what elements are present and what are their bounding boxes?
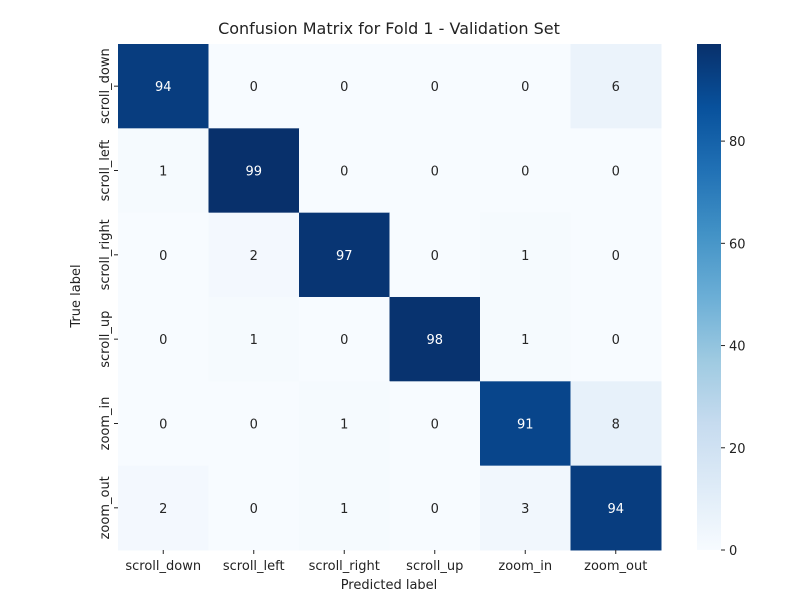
- colorbar-tick-label: 40: [729, 340, 746, 355]
- heatmap-cell: [299, 296, 390, 382]
- heatmap-cell: [118, 128, 209, 214]
- heatmap-cell: [299, 128, 390, 214]
- cell-value-label: 2: [250, 249, 258, 264]
- heatmap-cell: [208, 296, 300, 382]
- colorbar-tick-label: 0: [729, 544, 737, 559]
- cell-value-label: 0: [431, 417, 439, 432]
- cell-value-label: 0: [521, 80, 529, 95]
- heatmap-cell: [389, 44, 481, 129]
- heatmap-cell: [208, 212, 300, 298]
- heatmap-cell: [389, 128, 481, 214]
- chart-title: Confusion Matrix for Fold 1 - Validation…: [218, 19, 560, 38]
- cell-value-label: 1: [340, 417, 348, 432]
- heatmap-cell: [389, 381, 481, 467]
- heatmap-cell: [389, 296, 481, 382]
- heatmap-cell: [208, 128, 300, 214]
- heatmap-cell: [480, 128, 571, 214]
- colorbar-tick-label: 20: [729, 442, 746, 457]
- cell-value-label: 8: [612, 417, 620, 432]
- y-axis-ticks: scroll_down scroll_left scroll_rightscroll…: [98, 48, 118, 539]
- heatmap-cell: [208, 381, 300, 467]
- cell-value-label: 2: [159, 502, 167, 517]
- heatmap-cell: [299, 381, 390, 467]
- heatmap-cell: [389, 212, 481, 298]
- cell-value-label: 0: [340, 80, 348, 95]
- heatmap-cell: [299, 212, 390, 298]
- x-tick-label: scroll_left: [223, 559, 285, 574]
- heatmap-cell: [570, 465, 662, 551]
- x-tick-label: scroll_down: [125, 559, 201, 574]
- cell-value-label: 0: [159, 333, 167, 348]
- cell-value-label: 97: [336, 249, 353, 264]
- heatmap-cell: [570, 381, 662, 467]
- cell-value-label: 1: [521, 249, 529, 264]
- cell-value-label: 0: [159, 249, 167, 264]
- heatmap-cell: [570, 212, 662, 298]
- cell-value-label: 0: [431, 249, 439, 264]
- x-tick-label: scroll_up: [406, 559, 463, 574]
- heatmap-cell: [480, 44, 571, 129]
- x-tick-label: zoom_in: [498, 559, 552, 574]
- cell-value-label: 0: [159, 417, 167, 432]
- cell-value-label: 0: [612, 249, 620, 264]
- cell-value-label: 3: [521, 502, 529, 517]
- y-tick-label: zoom_out: [98, 476, 113, 539]
- cell-value-label: 6: [612, 80, 620, 95]
- heatmap-cell: [118, 381, 209, 467]
- heatmap-cell: [118, 296, 209, 382]
- heatmap-cell: [389, 465, 481, 551]
- cell-value-label: 0: [340, 164, 348, 179]
- y-tick-label: scroll_right: [98, 219, 113, 290]
- y-axis-label: True label: [69, 264, 84, 328]
- heatmap-cell: [570, 296, 662, 382]
- heatmap-cell: [570, 44, 662, 129]
- y-tick-label: scroll_down: [98, 48, 113, 124]
- cell-value-label: 0: [431, 164, 439, 179]
- cell-value-label: 0: [250, 417, 258, 432]
- cell-value-label: 0: [612, 164, 620, 179]
- y-tick-label: scroll_up: [98, 311, 113, 368]
- y-tick-label: zoom_in: [98, 397, 113, 451]
- cell-value-label: 0: [521, 164, 529, 179]
- cell-value-label: 0: [612, 333, 620, 348]
- y-tick-label: scroll_left: [98, 140, 113, 202]
- heatmap-cell: [299, 44, 390, 129]
- heatmap-cell: [208, 465, 300, 551]
- x-axis-label: Predicted label: [341, 578, 438, 593]
- heatmap-cell: [480, 465, 571, 551]
- heatmap-cell: [570, 128, 662, 214]
- heatmap-cell: [299, 465, 390, 551]
- x-tick-label: zoom_out: [584, 559, 647, 574]
- x-tick-label: scroll_right: [309, 559, 380, 574]
- cell-value-label: 1: [159, 164, 167, 179]
- cell-value-label: 1: [250, 333, 258, 348]
- cell-value-label: 94: [607, 502, 624, 517]
- cell-value-label: 0: [431, 80, 439, 95]
- cell-value-label: 91: [517, 417, 534, 432]
- cell-value-label: 99: [245, 164, 262, 179]
- heatmap-cell: [480, 296, 571, 382]
- cell-value-label: 0: [250, 502, 258, 517]
- colorbar-ticks: 0 20 40 60 80: [721, 135, 746, 559]
- colorbar-tick-label: 60: [729, 237, 746, 252]
- cell-value-label: 0: [340, 333, 348, 348]
- cell-value-label: 1: [521, 333, 529, 348]
- cell-value-label: 0: [431, 502, 439, 517]
- colorbar: [697, 44, 721, 550]
- heatmap-cell: [118, 465, 209, 551]
- cell-value-label: 94: [155, 80, 172, 95]
- heatmap-cell: [480, 212, 571, 298]
- heatmap-cells: 94 0 0 0 0 6 1 99 0 0 0 0 0 2 97 0 1 0 0 1 0 98 1 0 0 0 1 0 91 8 2 0 1 0 3…: [118, 44, 662, 551]
- cell-value-label: 1: [340, 502, 348, 517]
- heatmap-cell: [118, 212, 209, 298]
- x-axis-ticks: scroll_down scroll_left scroll_right scroll…: [125, 549, 647, 574]
- heatmap-cell: [208, 44, 300, 129]
- colorbar-tick-label: 80: [729, 135, 746, 150]
- heatmap-cell: [118, 44, 209, 129]
- cell-value-label: 0: [250, 80, 258, 95]
- cell-value-label: 98: [426, 333, 443, 348]
- heatmap-cell: [480, 381, 571, 467]
